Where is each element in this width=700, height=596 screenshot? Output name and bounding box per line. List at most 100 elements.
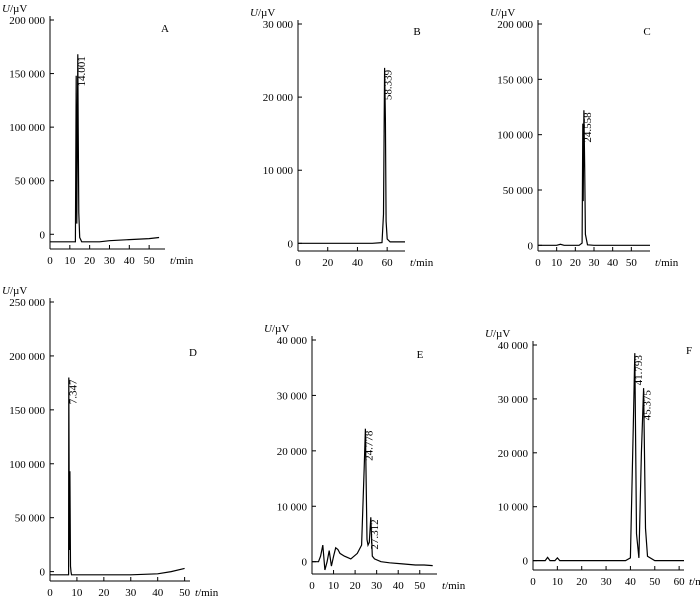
x-tick-label: 20 [98,587,110,596]
chart-panel-d: 0 50 000 100 000 150 000 200 000 250 000 0 10 20… [2,285,219,596]
y-tick-label: 50 000 [503,185,534,197]
y-tick-label: 150 000 [9,405,45,417]
peak-label: 14.001 [76,56,88,86]
peak-label: 7.347 [68,379,80,404]
x-tick-label: 50 [626,257,638,269]
y-tick-label: 150 000 [497,74,533,86]
x-tick-label: 10 [71,587,83,596]
x-tick-label: 0 [309,580,315,592]
y-tick-label: 50 000 [15,176,46,188]
chromatogram-trace [298,67,405,244]
y-tick-label: 150 000 [9,69,45,81]
y-axis-label: U/µV [2,285,27,297]
y-tick-label: 0 [302,557,308,569]
x-tick-label: 10 [328,580,340,592]
panel-letter: F [686,345,692,357]
chromatogram-trace [50,377,185,576]
y-tick-label: 20 000 [277,446,308,458]
x-tick-label: 40 [124,255,136,267]
chromatogram-trace [538,110,650,246]
y-tick-label: 0 [40,229,46,241]
x-tick-label: 0 [47,255,53,267]
chromatogram-trace [50,54,160,243]
panel-letter: D [189,347,197,359]
x-tick-label: 20 [570,257,582,269]
x-tick-label: 0 [47,587,53,596]
x-tick-label: 10 [64,255,76,267]
chromatogram-trace [312,428,433,571]
panel-letter: E [417,349,424,361]
peak-label: 45.375 [642,390,654,421]
y-tick-label: 250 000 [9,297,45,309]
y-tick-label: 20 000 [263,92,294,104]
peak-label: 27.312 [369,519,381,549]
x-axis-label: t/min [410,257,434,269]
y-tick-label: 30 000 [277,390,308,402]
y-tick-label: 0 [40,567,46,579]
peak-label: 24.778 [363,430,375,461]
y-tick-label: 30 000 [498,394,529,406]
panel-letter: B [413,26,420,38]
x-tick-label: 40 [152,587,164,596]
chart-panel-e: 0 10 000 20 000 30 000 40 000 0 10 20 30 40 50 U/µV… [264,323,466,592]
x-tick-label: 30 [371,580,383,592]
x-axis-label: t/min [689,576,700,588]
y-axis-label: U/µV [485,328,510,340]
y-tick-label: 30 000 [263,19,294,31]
y-tick-label: 200 000 [9,15,45,27]
x-tick-label: 40 [352,257,364,269]
chart-panel-f: 0 10 000 20 000 30 000 40 000 0 10 20 30 40 50 60 U/… [485,328,700,588]
x-tick-label: 10 [552,576,564,588]
y-axis-label: U/µV [490,7,515,19]
x-axis-label: t/min [655,257,679,269]
x-axis-label: t/min [170,255,194,267]
x-tick-label: 20 [576,576,588,588]
peak-label: 58.339 [383,69,395,100]
x-tick-label: 0 [530,576,536,588]
panel-letter: C [643,26,650,38]
x-tick-label: 0 [535,257,541,269]
y-tick-label: 40 000 [498,340,529,352]
y-tick-label: 50 000 [15,513,46,525]
y-tick-label: 10 000 [498,502,529,514]
x-tick-label: 40 [393,580,405,592]
panel-letter: A [161,23,169,35]
x-tick-label: 20 [350,580,362,592]
x-tick-label: 60 [382,257,394,269]
y-axis-label: U/µV [250,7,275,19]
x-tick-label: 40 [625,576,637,588]
x-axis-label: t/min [195,587,219,596]
x-tick-label: 60 [674,576,686,588]
y-tick-label: 100 000 [497,130,533,142]
x-tick-label: 30 [104,255,116,267]
chart-panel-a: 0 50 000 100 000 150 000 200 000 0 10 20 30 40 50 U… [2,3,194,267]
peak-label: 24.558 [582,112,594,143]
x-tick-label: 50 [144,255,156,267]
x-tick-label: 30 [589,257,601,269]
chart-panel-b: 0 10 000 20 000 30 000 0 20 40 60 U/µV t/min B 58.3… [250,7,434,269]
x-tick-label: 40 [607,257,619,269]
y-tick-label: 200 000 [9,351,45,363]
y-tick-label: 100 000 [9,122,45,134]
y-tick-label: 0 [523,556,529,568]
peak-label: 41.793 [633,355,645,386]
x-tick-label: 20 [322,257,334,269]
x-tick-label: 0 [295,257,301,269]
y-tick-label: 100 000 [9,459,45,471]
y-tick-label: 40 000 [277,335,308,347]
x-axis-label: t/min [442,580,466,592]
x-tick-label: 30 [601,576,613,588]
x-tick-label: 50 [179,587,191,596]
x-tick-label: 50 [649,576,661,588]
x-tick-label: 10 [551,257,563,269]
y-tick-label: 0 [288,238,294,250]
y-tick-label: 10 000 [263,165,294,177]
y-tick-label: 200 000 [497,19,533,31]
y-tick-label: 10 000 [277,501,308,513]
x-tick-label: 30 [125,587,137,596]
y-tick-label: 0 [528,240,534,252]
x-tick-label: 50 [414,580,426,592]
y-axis-label: U/µV [2,3,27,15]
chart-panel-c: 0 50 000 100 000 150 000 200 000 0 10 20 30 40 50 U… [490,7,679,269]
